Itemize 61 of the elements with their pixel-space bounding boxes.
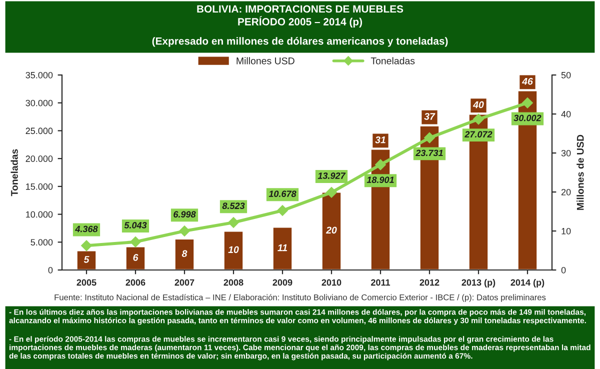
y-tick-label: 10.000 [26,211,53,218]
x-tick-label: 2007 [174,279,194,286]
point [375,159,386,170]
y2-tick-label: 40 [561,110,571,118]
point [228,217,239,228]
chart-subtitle: (Expresado en millones de dólares americanos y toneladas) [152,37,448,47]
data-label: 11 [278,244,288,252]
point [424,132,435,144]
point [473,114,484,125]
data-label: 18.901 [366,176,394,184]
data-label: 6.998 [174,211,196,218]
data-label: 8.523 [222,202,245,210]
y-tick-label: 20.000 [26,156,53,162]
point [130,236,141,248]
point [81,240,92,252]
x-tick-label: 2013 (p) [462,279,496,288]
legend-label: Millones USD [236,57,294,64]
data-label: 40 [472,101,484,108]
y-tick-label: 30.000 [26,100,53,106]
x-tick-label: 2008 [224,279,244,286]
data-label: 27.072 [464,131,492,138]
y-axis-title: Toneladas [10,149,18,196]
data-label: 4.368 [75,226,98,232]
x-tick-label: 2006 [126,279,146,286]
data-label: 10.678 [268,190,296,198]
y2-tick-label: 20 [561,188,571,196]
y-tick-label: 25.000 [26,128,53,134]
data-label: 37 [424,112,436,120]
x-tick-label: 2005 [76,279,96,286]
y2-tick-label: 10 [562,228,571,234]
point [179,226,190,236]
point [522,97,533,108]
data-label: 8 [182,250,188,258]
data-label: 5 [84,256,90,263]
point [326,186,337,198]
y2-axis-title: Millones de USD [576,134,584,210]
y2-tick-label: 30 [561,150,571,156]
y2-tick-label: 50 [561,72,571,78]
y-tick-label: 0 [48,266,53,274]
point [277,205,288,216]
data-label: 10 [228,246,239,254]
x-tick-label: 2014 (p) [510,279,544,288]
y-tick-label: 15.000 [26,183,53,190]
x-tick-label: 2009 [272,279,292,286]
source-note: Fuente: Instituto Nacional de Estadística – INE / Elaboración: Instituto Boliviano de Comercio Exterior - IBCE / (p): Datos preliminares [54,294,546,302]
y2-tick-label: 0 [561,266,566,274]
x-tick-label: 2011 [371,279,390,286]
chart-title: BOLIVIA: IMPORTACIONES DE MUEBLES PERÍODO 2005 – 2014 (p) [197,5,404,28]
legend-label: Toneladas [370,57,415,64]
data-label: 13.927 [318,172,346,179]
y-tick-label: 35.000 [26,72,53,78]
data-label: 46 [522,78,533,85]
x-tick-label: 2012 [420,279,440,286]
y-tick-label: 5.000 [30,239,53,246]
x-tick-label: 2010 [322,279,342,286]
data-label: 5.043 [124,222,147,228]
data-label: 6 [133,254,138,261]
data-label: 31 [375,136,386,144]
data-label: 30.002 [514,114,542,122]
data-label: 20 [326,226,337,234]
data-label: 23.731 [416,150,443,156]
